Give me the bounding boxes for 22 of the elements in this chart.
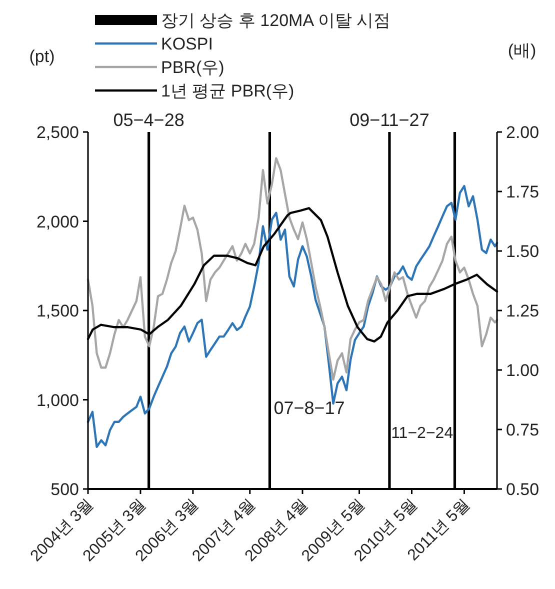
annotation: 07−8−17 [274, 398, 345, 418]
y-tick-label: 1,000 [36, 390, 79, 410]
y2-tick-label: 2.00 [506, 123, 540, 142]
legend-label: KOSPI [161, 34, 213, 54]
y2-tick-label: 1.00 [506, 361, 540, 380]
y2-axis-title: (배) [508, 41, 536, 60]
y2-tick-label: 1.50 [506, 242, 540, 261]
y-tick-label: 2,000 [36, 212, 79, 232]
text: 05−4−28 [113, 110, 184, 130]
y2-tick-label: 1.25 [506, 302, 540, 320]
y-tick-label: 1,500 [36, 302, 79, 320]
y2-tick-label: 1.75 [506, 182, 540, 202]
y2-tick-label: 0.50 [506, 480, 540, 499]
legend-label: 1년 평균 PBR(우) [161, 82, 294, 100]
legend-label: 장기 상승 후 120MA 이탈 시점 [161, 11, 391, 30]
y-tick-label: 500 [50, 480, 79, 499]
text: 09−11−27 [350, 110, 430, 130]
y2-tick-label: 0.75 [506, 420, 540, 440]
y-tick-label: 2,500 [36, 123, 79, 142]
annotation: 11−2−24 [391, 425, 454, 442]
legend-label: PBR(우) [161, 58, 224, 77]
y-axis-title: (pt) [29, 47, 55, 66]
